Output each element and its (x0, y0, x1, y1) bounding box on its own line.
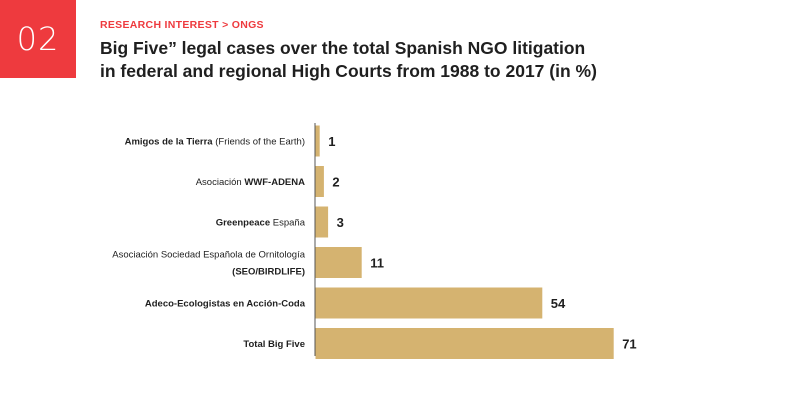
value-label-4: 54 (551, 296, 566, 311)
bar-4 (315, 287, 543, 319)
bar-3 (315, 247, 362, 278)
value-label-5: 71 (622, 337, 636, 352)
category-label-0: Amigos de la Tierra (Friends of the Eart… (125, 137, 305, 148)
bar-2 (315, 206, 329, 238)
section-number-badge: 02 (0, 0, 76, 78)
category-label-1: Asociación WWF-ADENA (196, 177, 305, 188)
bar-5 (315, 328, 614, 359)
category-label-3: Asociación Sociedad Española de Ornitolo… (112, 250, 305, 278)
bar-1 (315, 166, 324, 197)
value-label-1: 2 (332, 175, 339, 190)
value-label-2: 3 (337, 215, 344, 230)
bar-0 (315, 125, 320, 157)
category-label-2: Greenpeace España (216, 218, 306, 229)
value-label-3: 11 (370, 256, 384, 271)
value-label-0: 1 (328, 134, 335, 149)
category-label-4: Adeco-Ecologistas en Acción-Coda (145, 299, 306, 310)
category-label-5: Total Big Five (243, 339, 305, 350)
chart-title-line-2: in federal and regional High Courts from… (100, 61, 597, 81)
breadcrumb: RESEARCH INTEREST > ONGS (100, 19, 264, 31)
breadcrumb-section: RESEARCH INTEREST > (100, 19, 232, 31)
breadcrumb-current: ONGS (231, 19, 264, 31)
chart-title-line-1: Big Five” legal cases over the total Spa… (100, 38, 586, 58)
chart-title: Big Five” legal cases over the total Spa… (100, 37, 740, 83)
